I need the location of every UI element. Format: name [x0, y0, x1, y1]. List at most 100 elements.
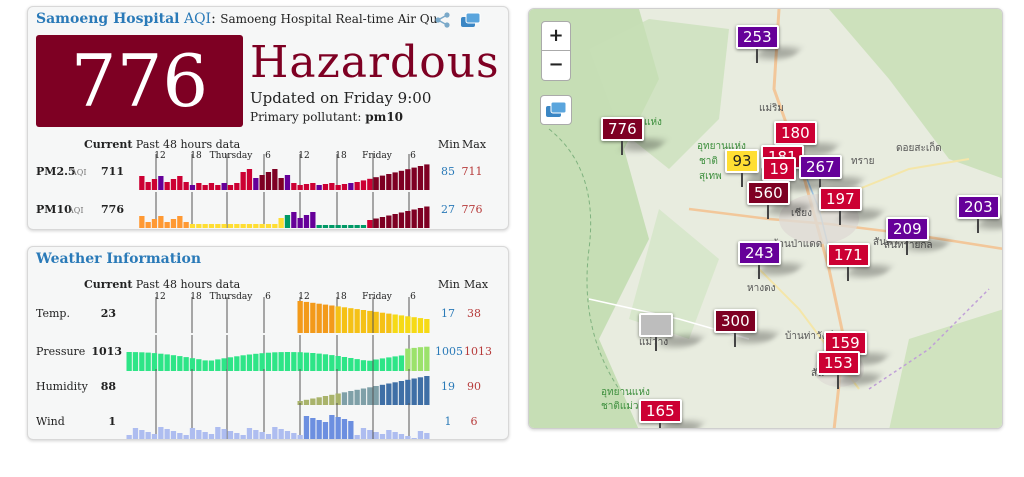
sparkline-bar [335, 225, 341, 228]
sparkline-bar [234, 356, 240, 371]
sparkline-bar [411, 209, 417, 228]
sparkline-bar [411, 167, 417, 190]
sparkline-bar [341, 225, 348, 228]
station-marker[interactable]: 93 [725, 149, 759, 173]
sparkline-bar [335, 393, 341, 405]
station-marker[interactable]: 180 [774, 121, 817, 145]
zoom-out-button[interactable]: − [541, 51, 571, 81]
sparkline-bar [253, 353, 259, 371]
station-marker[interactable]: 253 [736, 25, 779, 49]
pm25-max: 711 [461, 165, 483, 178]
map-label: อุทยานแห่ง [601, 387, 650, 398]
pollutant-value: pm10 [365, 110, 404, 124]
sparkline-bar [367, 430, 373, 439]
sparkline-bar [367, 310, 373, 333]
zoom-in-button[interactable]: + [541, 21, 571, 51]
wind-sparkline[interactable] [126, 403, 430, 439]
temp-sparkline[interactable] [126, 297, 430, 333]
pm10-max: 776 [461, 203, 483, 216]
sparkline-bar [392, 172, 398, 190]
title-colon: : [211, 11, 216, 27]
sparkline-bar [360, 428, 367, 439]
station-marker[interactable]: 197 [819, 187, 862, 211]
sparkline-bar [139, 216, 145, 228]
pm10-label: PM10 [36, 203, 72, 216]
sparkline-bar [221, 224, 227, 228]
sparkline-bar [322, 422, 329, 439]
map-layers-button[interactable] [540, 95, 572, 125]
aqi-card-title: Samoeng Hospital AQI: Samoeng Hospital R… [36, 11, 437, 27]
time-tick-label: 12 [298, 151, 310, 161]
sparkline-bar [208, 224, 215, 228]
map-label: บ้านท่าวังน์ [785, 331, 834, 342]
station-marker[interactable]: 560 [747, 181, 790, 205]
sparkline-bar [310, 183, 316, 190]
station-marker[interactable]: 267 [799, 155, 842, 179]
sparkline-bar [177, 433, 183, 439]
station-marker[interactable]: 165 [639, 399, 682, 423]
share-icon[interactable] [434, 12, 452, 28]
map-label: สันกำ [873, 237, 898, 248]
min-header: Min [438, 138, 460, 151]
sparkline-bar [145, 182, 151, 190]
sparkline-bar [316, 225, 322, 228]
weather-current-label: Current [84, 278, 133, 291]
sparkline-bar [335, 185, 341, 190]
station-marker[interactable]: 19 [762, 157, 796, 181]
temp-min: 17 [441, 307, 455, 320]
sparkline-bar [164, 182, 170, 190]
sparkline-bar [335, 306, 341, 333]
map-label: ดอยสะเก็ด [896, 143, 942, 154]
sparkline-bar [215, 427, 221, 439]
sparkline-bar [297, 435, 303, 439]
pm10-current: 776 [101, 203, 124, 216]
station-map[interactable]: แม่ริม แห่ง ชาติ อุทยานแห่ง สุเทพ ดอยสะเ… [528, 8, 1003, 429]
sparkline-bar [202, 360, 208, 371]
sparkline-bar [373, 386, 379, 405]
station-name-link[interactable]: Samoeng Hospital [36, 11, 180, 27]
weather-past-label: Past 48 hours data [135, 278, 241, 291]
sparkline-bar [322, 396, 329, 405]
layers-icon[interactable] [460, 12, 482, 28]
sparkline-bar [316, 353, 322, 371]
station-marker[interactable]: 171 [827, 243, 870, 267]
sparkline-bar [329, 415, 335, 439]
sparkline-bar [259, 432, 265, 439]
station-marker[interactable]: 153 [817, 351, 860, 375]
sparkline-bar [398, 170, 405, 190]
map-label: บ้านป่าแดด [772, 239, 823, 250]
station-marker[interactable]: 243 [738, 241, 781, 265]
sparkline-bar [126, 435, 132, 439]
sparkline-bar [424, 206, 430, 228]
sparkline-bar [297, 185, 303, 190]
humidity-max: 90 [467, 380, 481, 393]
pressure-sparkline[interactable] [126, 335, 430, 371]
sparkline-bar [303, 416, 310, 439]
sparkline-bar [310, 212, 316, 228]
station-marker[interactable]: 776 [601, 117, 644, 141]
sparkline-bar [126, 352, 132, 371]
station-marker[interactable]: 300 [714, 309, 757, 333]
sparkline-bar [170, 219, 177, 228]
pm10-sparkline[interactable] [126, 192, 430, 228]
sparkline-bar [227, 431, 234, 439]
temp-current: 23 [100, 307, 116, 320]
map-background[interactable] [529, 9, 1003, 429]
sparkline-bar [424, 376, 430, 405]
sparkline-bar [183, 222, 189, 228]
sparkline-bar [183, 435, 189, 439]
station-marker[interactable]: 203 [957, 195, 1000, 219]
sparkline-bar [215, 185, 221, 190]
station-marker[interactable] [639, 313, 673, 337]
sparkline-bar [284, 431, 291, 439]
sparkline-bar [303, 399, 310, 405]
sparkline-bar [329, 225, 335, 228]
sparkline-bar [259, 224, 265, 228]
time-tick-label: Friday [362, 151, 392, 161]
sparkline-bar [177, 216, 183, 228]
pollutant-label: Primary pollutant: [250, 110, 362, 124]
sparkline-bar [424, 164, 430, 190]
station-marker[interactable]: 209 [886, 217, 929, 241]
humidity-sparkline[interactable] [126, 369, 430, 405]
pm25-sparkline[interactable] [126, 154, 430, 190]
